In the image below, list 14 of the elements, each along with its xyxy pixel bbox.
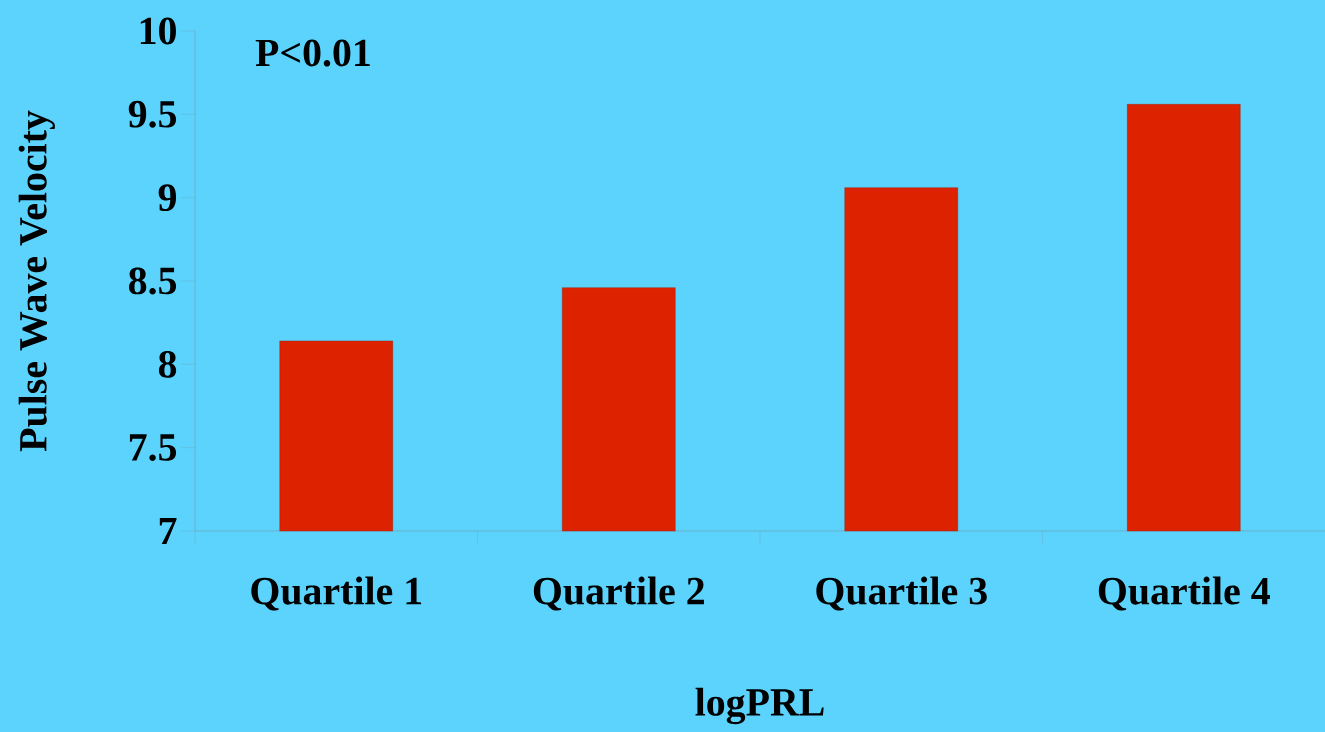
x-axis-title: logPRL <box>695 687 824 725</box>
y-axis-title: Pulse Wave Velocity <box>18 110 55 452</box>
y-tick-label: 9 <box>158 184 177 212</box>
y-tick-label: 9.5 <box>128 100 177 128</box>
y-tick-label: 8.5 <box>129 267 177 295</box>
x-tick-label: Quartile 3 <box>816 576 987 611</box>
x-tick-label: Quartile 4 <box>1098 576 1270 611</box>
y-tick-label: 7.5 <box>129 434 177 461</box>
x-tick-label: Quartile 2 <box>533 576 704 611</box>
annotation: P<0.01 <box>255 39 370 67</box>
x-tick-label: Quartile 1 <box>251 576 422 611</box>
y-tick-label: 7 <box>159 517 177 545</box>
y-tick-label: 8 <box>158 350 177 378</box>
y-tick-label: 10 <box>140 17 176 45</box>
